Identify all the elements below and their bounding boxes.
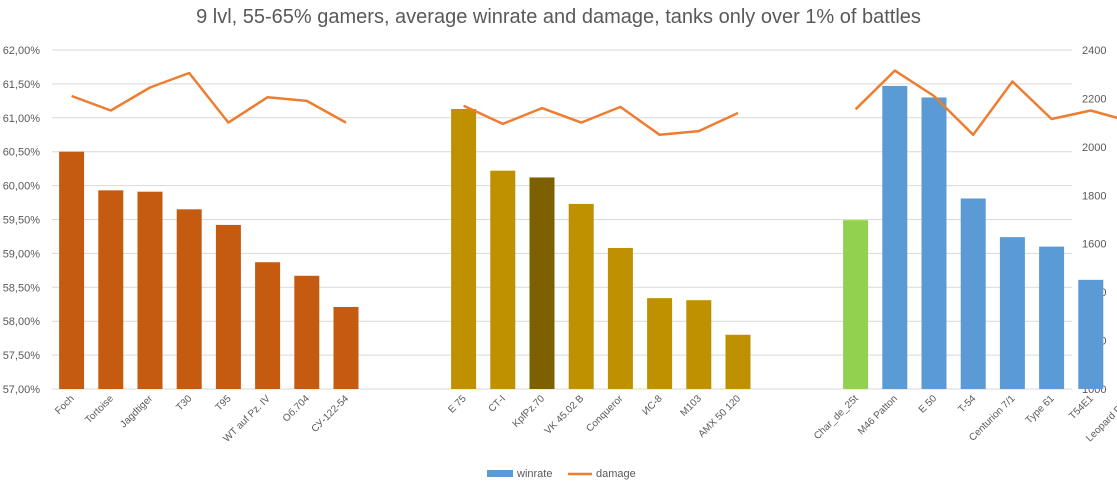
category-label: Type 61 — [1024, 393, 1057, 426]
y-right-tick-label: 1800 — [1082, 190, 1106, 202]
bar — [451, 108, 477, 390]
chart-title: 9 lvl, 55-65% gamers, average winrate an… — [196, 6, 921, 28]
y-left-tick-label: 59,50% — [3, 215, 41, 227]
bar — [882, 85, 908, 390]
category-label: M103 — [678, 393, 704, 419]
y-left-tick-label: 61,00% — [3, 113, 41, 125]
damage-line — [463, 104, 739, 137]
legend-winrate-label: winrate — [516, 468, 552, 480]
bar — [333, 306, 359, 389]
category-label: T95 — [214, 393, 234, 413]
bar — [607, 247, 633, 389]
damage-line — [854, 69, 1117, 137]
category-label: AMX 50 120 — [696, 393, 743, 440]
category-label: СТ-I — [487, 393, 508, 414]
bar — [960, 198, 986, 389]
bar — [529, 177, 555, 389]
category-label: E 75 — [446, 393, 469, 416]
y-right-tick-label: 1600 — [1082, 239, 1106, 251]
bar — [1039, 246, 1065, 389]
y-left-tick-label: 60,00% — [3, 181, 41, 193]
category-label: Conqueror — [584, 393, 626, 435]
y-left-tick-label: 60,50% — [3, 147, 41, 159]
bar — [490, 170, 516, 389]
y-right-tick-label: 2000 — [1082, 142, 1106, 154]
category-label: СУ-122-54 — [310, 393, 352, 435]
category-label: T30 — [174, 393, 194, 413]
category-label: VK 45.02 B — [543, 393, 587, 437]
bar — [255, 262, 281, 389]
legend-damage-label: damage — [596, 468, 636, 480]
category-label: Tortoise — [83, 393, 116, 426]
y-left-tick-label: 62,00% — [3, 45, 41, 57]
y-right-tick-label: 2400 — [1082, 45, 1106, 57]
bar — [568, 203, 594, 389]
category-label: Char_de_25t — [812, 393, 861, 442]
bar — [98, 190, 124, 389]
y-left-tick-label: 58,50% — [3, 282, 41, 294]
category-label: Foch — [53, 393, 77, 417]
bar — [137, 191, 163, 389]
bar — [215, 224, 241, 389]
y-right-tick-label: 2200 — [1082, 93, 1106, 105]
y-left-tick-label: 59,00% — [3, 248, 41, 260]
category-label: Jagdtiger — [118, 393, 155, 430]
bar — [294, 275, 320, 389]
category-label: ИС-8 — [640, 393, 665, 418]
damage-line — [71, 71, 347, 124]
bar — [725, 334, 751, 389]
y-left-tick-label: 57,50% — [3, 350, 41, 362]
category-label: E 50 — [917, 393, 940, 416]
bar — [59, 151, 85, 389]
y-left-tick-label: 57,00% — [3, 384, 41, 396]
category-label: KpfPz.70 — [511, 393, 548, 430]
category-label: M46 Patton — [856, 393, 900, 437]
category-label: T54E1 — [1067, 393, 1096, 422]
bar — [176, 209, 202, 389]
y-left-tick-label: 58,00% — [3, 316, 41, 328]
y-left-tick-label: 61,50% — [3, 79, 41, 91]
bar — [686, 300, 712, 389]
bar — [921, 97, 947, 390]
bar — [843, 220, 869, 389]
legend-winrate-swatch — [487, 470, 513, 477]
category-label: Об.704 — [280, 392, 312, 424]
bar — [999, 237, 1025, 389]
bar — [647, 298, 673, 389]
category-label: T-54 — [956, 393, 978, 415]
bar — [1078, 279, 1104, 389]
